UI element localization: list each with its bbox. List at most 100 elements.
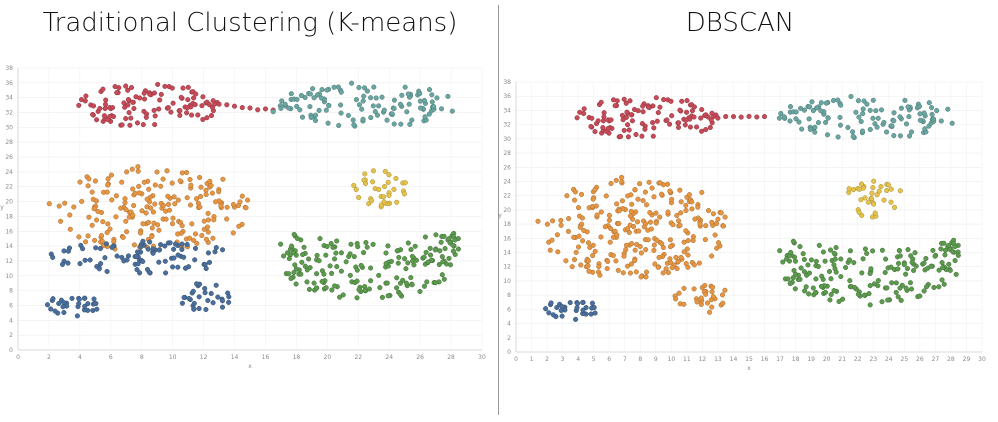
- y-tick-label: 2: [9, 332, 13, 339]
- data-point: [715, 115, 721, 121]
- x-tick-label: 3: [561, 356, 565, 363]
- y-axis-label: y: [0, 204, 4, 211]
- data-point: [567, 300, 573, 306]
- data-point: [302, 263, 308, 269]
- data-point: [198, 193, 204, 200]
- data-point: [619, 174, 625, 180]
- data-point: [410, 258, 416, 264]
- data-point: [158, 91, 164, 97]
- data-point: [184, 169, 190, 176]
- data-point: [163, 216, 169, 222]
- data-point: [836, 298, 842, 305]
- data-point: [162, 83, 168, 89]
- data-point: [124, 257, 130, 263]
- data-point: [60, 304, 66, 310]
- y-tick-label: 26: [503, 164, 511, 171]
- data-point: [317, 236, 323, 242]
- data-point: [911, 267, 917, 274]
- data-point: [200, 116, 206, 123]
- data-point: [683, 228, 689, 234]
- data-point: [185, 84, 191, 90]
- x-tick-label: 6: [607, 356, 611, 363]
- data-point: [139, 208, 145, 214]
- data-point: [808, 257, 814, 263]
- data-point: [370, 103, 376, 109]
- data-point: [624, 226, 631, 232]
- data-point: [195, 112, 201, 118]
- data-point: [657, 180, 663, 186]
- data-point: [686, 192, 692, 198]
- data-point: [872, 210, 878, 216]
- data-point: [683, 261, 689, 267]
- x-tick-label: 12: [699, 356, 707, 363]
- data-point: [879, 247, 885, 253]
- data-point: [109, 244, 115, 250]
- data-point: [56, 203, 62, 209]
- data-point: [391, 121, 397, 127]
- data-point: [931, 284, 937, 291]
- data-point: [439, 254, 445, 260]
- x-tick-label: 18: [293, 354, 301, 361]
- data-point: [902, 97, 908, 103]
- data-point: [122, 196, 128, 202]
- data-point: [299, 259, 305, 265]
- data-point: [681, 301, 687, 307]
- data-point: [180, 85, 186, 91]
- data-point: [575, 205, 582, 211]
- data-point: [623, 242, 629, 248]
- data-point: [835, 97, 841, 103]
- data-point: [226, 299, 232, 305]
- data-point: [635, 108, 641, 114]
- data-point: [368, 265, 374, 271]
- data-point: [210, 235, 216, 241]
- data-point: [603, 193, 609, 199]
- data-point: [356, 194, 362, 201]
- data-point: [833, 269, 839, 275]
- data-point: [141, 90, 147, 96]
- data-point: [162, 258, 168, 264]
- y-tick-label: 16: [503, 235, 511, 242]
- data-point: [847, 278, 853, 284]
- data-point: [169, 221, 176, 227]
- data-point: [205, 217, 212, 223]
- data-point: [867, 107, 873, 113]
- y-tick-label: 10: [5, 273, 13, 280]
- data-point: [377, 285, 383, 291]
- data-point: [566, 216, 572, 222]
- data-point: [197, 204, 203, 210]
- data-point: [946, 261, 952, 267]
- data-point: [616, 220, 622, 227]
- data-point: [156, 227, 162, 233]
- data-point: [402, 84, 408, 90]
- data-point: [888, 199, 894, 205]
- y-tick-label: 28: [5, 139, 13, 146]
- x-tick-label: 0: [514, 356, 518, 363]
- data-point: [643, 269, 650, 275]
- data-point: [103, 97, 109, 103]
- data-point: [554, 232, 560, 238]
- data-point: [699, 107, 705, 113]
- data-point: [719, 292, 726, 298]
- data-point: [48, 306, 54, 312]
- data-point: [151, 107, 157, 113]
- data-point: [402, 256, 408, 262]
- data-point: [860, 111, 866, 117]
- data-point: [288, 91, 294, 97]
- data-point: [397, 101, 403, 107]
- data-point: [65, 260, 71, 266]
- data-point: [831, 250, 837, 256]
- data-point: [158, 183, 164, 189]
- data-point: [903, 285, 909, 291]
- data-point: [791, 267, 797, 274]
- data-point: [555, 249, 561, 255]
- data-point: [291, 269, 297, 275]
- data-point: [878, 107, 885, 113]
- y-tick-label: 30: [5, 124, 13, 131]
- data-point: [861, 292, 868, 298]
- x-tick-label: 4: [576, 356, 580, 363]
- data-point: [606, 217, 612, 223]
- data-point: [104, 229, 110, 236]
- y-tick-label: 36: [503, 93, 511, 100]
- data-point: [605, 125, 611, 132]
- data-point: [370, 241, 376, 247]
